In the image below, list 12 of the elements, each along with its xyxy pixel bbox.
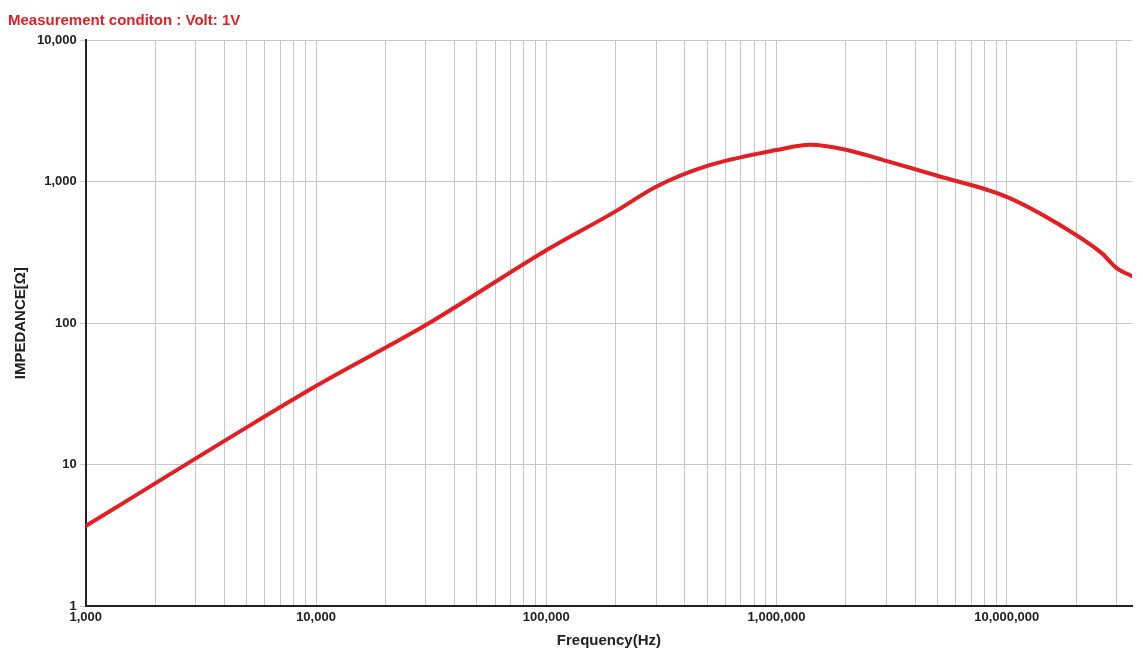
x-tick-label: 100,000: [522, 608, 570, 624]
y-tick-label: 1: [69, 597, 77, 613]
y-axis-title: IMPEDANCE[Ω]: [11, 267, 29, 380]
x-axis-title: Frequency(Hz): [556, 631, 661, 649]
y-tick-label: 100: [55, 314, 77, 330]
x-tick-label: 1,000,000: [747, 608, 806, 624]
y-tick-label: 10,000: [37, 31, 77, 47]
y-tick-label: 10: [62, 456, 77, 472]
chart-title: Measurement conditon : Volt: 1V: [8, 11, 241, 29]
x-tick-label: 10,000,000: [974, 608, 1040, 624]
x-tick-label: 10,000: [296, 608, 336, 624]
y-tick-label: 1,000: [44, 173, 77, 189]
